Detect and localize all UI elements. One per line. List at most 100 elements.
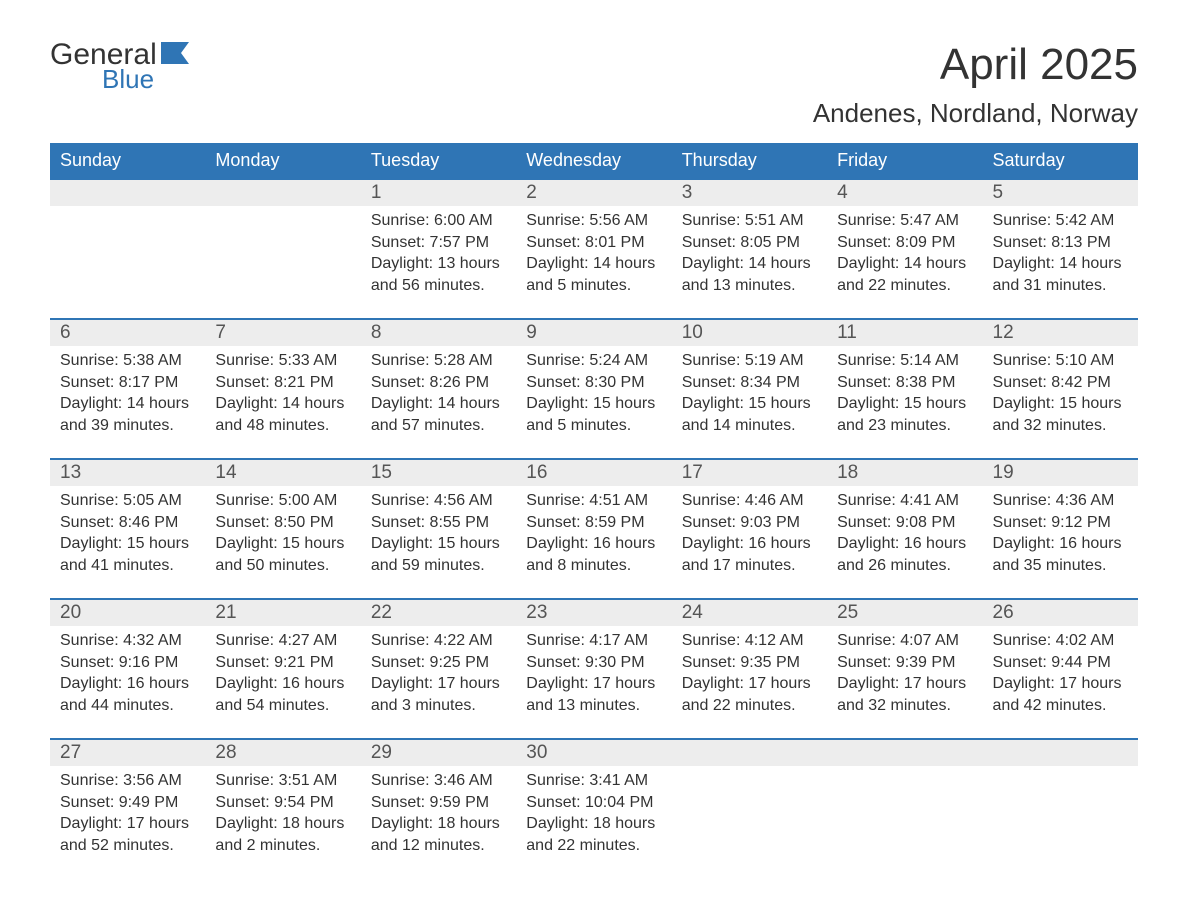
sunrise-text: Sunrise: 5:19 AM (682, 350, 817, 372)
daylight-text: Daylight: 17 hours (60, 813, 195, 835)
daylight-text: Daylight: 15 hours (837, 393, 972, 415)
sunrise-text: Sunrise: 4:41 AM (837, 490, 972, 512)
daylight-text: Daylight: 14 hours (371, 393, 506, 415)
daylight-text: and 2 minutes. (215, 835, 350, 857)
daylight-text: and 23 minutes. (837, 415, 972, 437)
day-number: 27 (50, 740, 205, 766)
sunrise-text: Sunrise: 6:00 AM (371, 210, 506, 232)
daylight-text: and 22 minutes. (526, 835, 661, 857)
sunset-text: Sunset: 9:03 PM (682, 512, 817, 534)
calendar-day: 23Sunrise: 4:17 AMSunset: 9:30 PMDayligh… (516, 600, 671, 720)
calendar-day: 15Sunrise: 4:56 AMSunset: 8:55 PMDayligh… (361, 460, 516, 580)
header: General Blue April 2025 (50, 40, 1138, 92)
day-details: Sunrise: 4:07 AMSunset: 9:39 PMDaylight:… (827, 626, 982, 716)
sunrise-text: Sunrise: 5:56 AM (526, 210, 661, 232)
daylight-text: and 54 minutes. (215, 695, 350, 717)
daylight-text: Daylight: 17 hours (993, 673, 1128, 695)
daylight-text: Daylight: 17 hours (837, 673, 972, 695)
daylight-text: Daylight: 16 hours (682, 533, 817, 555)
sunrise-text: Sunrise: 3:51 AM (215, 770, 350, 792)
daylight-text: Daylight: 16 hours (526, 533, 661, 555)
daylight-text: and 39 minutes. (60, 415, 195, 437)
calendar-day: 1Sunrise: 6:00 AMSunset: 7:57 PMDaylight… (361, 180, 516, 300)
day-details: Sunrise: 5:00 AMSunset: 8:50 PMDaylight:… (205, 486, 360, 576)
day-details: Sunrise: 4:56 AMSunset: 8:55 PMDaylight:… (361, 486, 516, 576)
daylight-text: and 22 minutes. (837, 275, 972, 297)
day-details: Sunrise: 4:46 AMSunset: 9:03 PMDaylight:… (672, 486, 827, 576)
day-number: 17 (672, 460, 827, 486)
day-number: 22 (361, 600, 516, 626)
sunset-text: Sunset: 8:42 PM (993, 372, 1128, 394)
daylight-text: Daylight: 14 hours (993, 253, 1128, 275)
day-details: Sunrise: 4:41 AMSunset: 9:08 PMDaylight:… (827, 486, 982, 576)
day-details: Sunrise: 5:14 AMSunset: 8:38 PMDaylight:… (827, 346, 982, 436)
calendar-day (983, 740, 1138, 860)
calendar-day: 27Sunrise: 3:56 AMSunset: 9:49 PMDayligh… (50, 740, 205, 860)
logo-text-blue: Blue (102, 66, 191, 92)
daylight-text: and 44 minutes. (60, 695, 195, 717)
sunset-text: Sunset: 9:49 PM (60, 792, 195, 814)
day-number: 6 (50, 320, 205, 346)
day-details (983, 766, 1138, 770)
sunset-text: Sunset: 9:30 PM (526, 652, 661, 674)
day-details: Sunrise: 4:51 AMSunset: 8:59 PMDaylight:… (516, 486, 671, 576)
calendar-day: 22Sunrise: 4:22 AMSunset: 9:25 PMDayligh… (361, 600, 516, 720)
daylight-text: and 59 minutes. (371, 555, 506, 577)
sunrise-text: Sunrise: 4:17 AM (526, 630, 661, 652)
calendar-week: 1Sunrise: 6:00 AMSunset: 7:57 PMDaylight… (50, 178, 1138, 300)
day-details: Sunrise: 4:12 AMSunset: 9:35 PMDaylight:… (672, 626, 827, 716)
sunset-text: Sunset: 9:39 PM (837, 652, 972, 674)
day-number (50, 180, 205, 206)
daylight-text: Daylight: 18 hours (371, 813, 506, 835)
day-details: Sunrise: 4:32 AMSunset: 9:16 PMDaylight:… (50, 626, 205, 716)
calendar-day: 5Sunrise: 5:42 AMSunset: 8:13 PMDaylight… (983, 180, 1138, 300)
day-details: Sunrise: 5:24 AMSunset: 8:30 PMDaylight:… (516, 346, 671, 436)
sunset-text: Sunset: 9:35 PM (682, 652, 817, 674)
sunset-text: Sunset: 9:12 PM (993, 512, 1128, 534)
sunrise-text: Sunrise: 3:46 AM (371, 770, 506, 792)
sunset-text: Sunset: 8:38 PM (837, 372, 972, 394)
day-details: Sunrise: 3:51 AMSunset: 9:54 PMDaylight:… (205, 766, 360, 856)
sunset-text: Sunset: 8:17 PM (60, 372, 195, 394)
calendar-day (672, 740, 827, 860)
daylight-text: and 32 minutes. (837, 695, 972, 717)
weekday-header: Saturday (983, 143, 1138, 178)
calendar-week: 27Sunrise: 3:56 AMSunset: 9:49 PMDayligh… (50, 738, 1138, 860)
day-details: Sunrise: 5:42 AMSunset: 8:13 PMDaylight:… (983, 206, 1138, 296)
logo-flag-icon (161, 42, 191, 69)
calendar-day: 20Sunrise: 4:32 AMSunset: 9:16 PMDayligh… (50, 600, 205, 720)
sunrise-text: Sunrise: 4:02 AM (993, 630, 1128, 652)
calendar-day: 8Sunrise: 5:28 AMSunset: 8:26 PMDaylight… (361, 320, 516, 440)
sunset-text: Sunset: 8:21 PM (215, 372, 350, 394)
sunset-text: Sunset: 8:34 PM (682, 372, 817, 394)
calendar-week: 6Sunrise: 5:38 AMSunset: 8:17 PMDaylight… (50, 318, 1138, 440)
daylight-text: Daylight: 18 hours (526, 813, 661, 835)
weekday-header-row: SundayMondayTuesdayWednesdayThursdayFrid… (50, 143, 1138, 178)
calendar-day (205, 180, 360, 300)
weekday-header: Sunday (50, 143, 205, 178)
calendar-week: 20Sunrise: 4:32 AMSunset: 9:16 PMDayligh… (50, 598, 1138, 720)
sunset-text: Sunset: 8:01 PM (526, 232, 661, 254)
sunrise-text: Sunrise: 4:51 AM (526, 490, 661, 512)
daylight-text: Daylight: 14 hours (682, 253, 817, 275)
daylight-text: and 48 minutes. (215, 415, 350, 437)
daylight-text: Daylight: 14 hours (526, 253, 661, 275)
sunrise-text: Sunrise: 4:36 AM (993, 490, 1128, 512)
daylight-text: Daylight: 17 hours (682, 673, 817, 695)
day-details: Sunrise: 5:10 AMSunset: 8:42 PMDaylight:… (983, 346, 1138, 436)
day-number: 5 (983, 180, 1138, 206)
day-details: Sunrise: 5:56 AMSunset: 8:01 PMDaylight:… (516, 206, 671, 296)
day-number: 20 (50, 600, 205, 626)
calendar-day: 11Sunrise: 5:14 AMSunset: 8:38 PMDayligh… (827, 320, 982, 440)
calendar-day: 30Sunrise: 3:41 AMSunset: 10:04 PMDaylig… (516, 740, 671, 860)
day-details: Sunrise: 3:46 AMSunset: 9:59 PMDaylight:… (361, 766, 516, 856)
sunset-text: Sunset: 8:46 PM (60, 512, 195, 534)
sunrise-text: Sunrise: 5:05 AM (60, 490, 195, 512)
day-number: 13 (50, 460, 205, 486)
day-number: 14 (205, 460, 360, 486)
day-number: 18 (827, 460, 982, 486)
daylight-text: Daylight: 18 hours (215, 813, 350, 835)
day-number (827, 740, 982, 766)
calendar-day: 19Sunrise: 4:36 AMSunset: 9:12 PMDayligh… (983, 460, 1138, 580)
calendar: SundayMondayTuesdayWednesdayThursdayFrid… (50, 143, 1138, 860)
